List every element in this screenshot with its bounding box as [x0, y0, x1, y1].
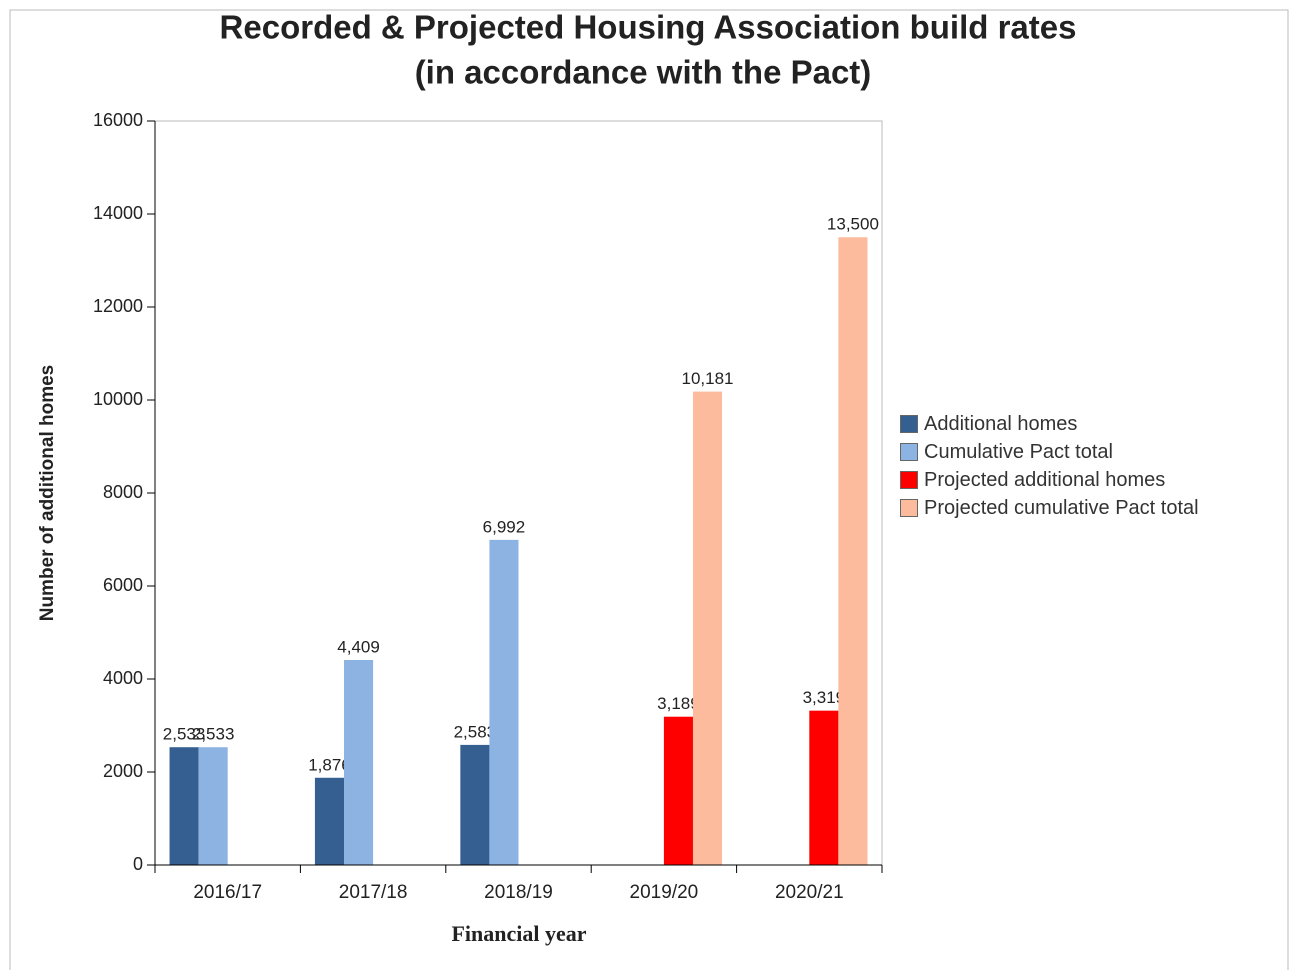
y-axis-label: Number of additional homes — [37, 365, 58, 622]
x-tick-label: 2017/18 — [339, 882, 408, 903]
value-label: 13,500 — [827, 215, 879, 234]
bar — [460, 744, 490, 865]
value-label: 1,876 — [308, 755, 351, 774]
chart-subtitle: (in accordance with the Pact) — [415, 54, 872, 91]
legend-swatch — [900, 415, 918, 433]
y-tick-label: 10000 — [93, 389, 143, 409]
x-tick-label: 2018/19 — [484, 882, 553, 903]
value-label: 2,583 — [454, 722, 497, 741]
y-tick-label: 14000 — [93, 203, 143, 223]
bar — [344, 659, 374, 865]
value-label: 10,181 — [682, 369, 734, 388]
value-label: 4,409 — [337, 637, 380, 656]
bar — [169, 747, 199, 865]
legend-label: Cumulative Pact total — [924, 441, 1113, 463]
value-label: 6,992 — [483, 517, 526, 536]
bar — [692, 391, 723, 865]
value-label: 3,189 — [657, 694, 700, 713]
x-tick-label: 2019/20 — [630, 882, 699, 903]
value-label: 2,533 — [192, 725, 235, 744]
y-tick-label: 0 — [133, 854, 143, 874]
legend-item: Projected cumulative Pact total — [900, 494, 1200, 522]
legend: Additional homes Cumulative Pact total Pro… — [900, 410, 1200, 522]
bar — [809, 710, 839, 865]
bar — [838, 237, 868, 865]
bar — [314, 777, 345, 865]
legend-label: Additional homes — [924, 413, 1078, 435]
bar — [489, 539, 519, 865]
y-tick-label: 2000 — [103, 761, 143, 781]
y-tick-label: 4000 — [103, 668, 143, 688]
frame — [9, 9, 1289, 970]
legend-item: Projected additional homes — [900, 466, 1200, 494]
x-axis-label: Financial year — [451, 921, 586, 946]
legend-label: Projected additional homes — [924, 469, 1166, 491]
legend-item: Additional homes — [900, 410, 1200, 438]
value-label: 3,319 — [803, 688, 846, 707]
legend-swatch — [900, 443, 918, 461]
y-tick-label: 12000 — [93, 296, 143, 316]
x-tick-label: 2016/17 — [193, 882, 262, 903]
value-label: 2,533 — [163, 725, 206, 744]
bar — [198, 747, 228, 865]
legend-item: Cumulative Pact total — [900, 438, 1200, 466]
x-tick-label: 2020/21 — [775, 882, 844, 903]
chart-title: Recorded & Projected Housing Association… — [220, 9, 1077, 46]
bar — [663, 716, 693, 865]
legend-label: Projected cumulative Pact total — [924, 497, 1199, 519]
y-tick-label: 6000 — [103, 575, 143, 595]
legend-swatch — [900, 471, 918, 489]
y-tick-label: 8000 — [103, 482, 143, 502]
y-tick-label: 16000 — [93, 110, 143, 130]
legend-swatch — [900, 499, 918, 517]
